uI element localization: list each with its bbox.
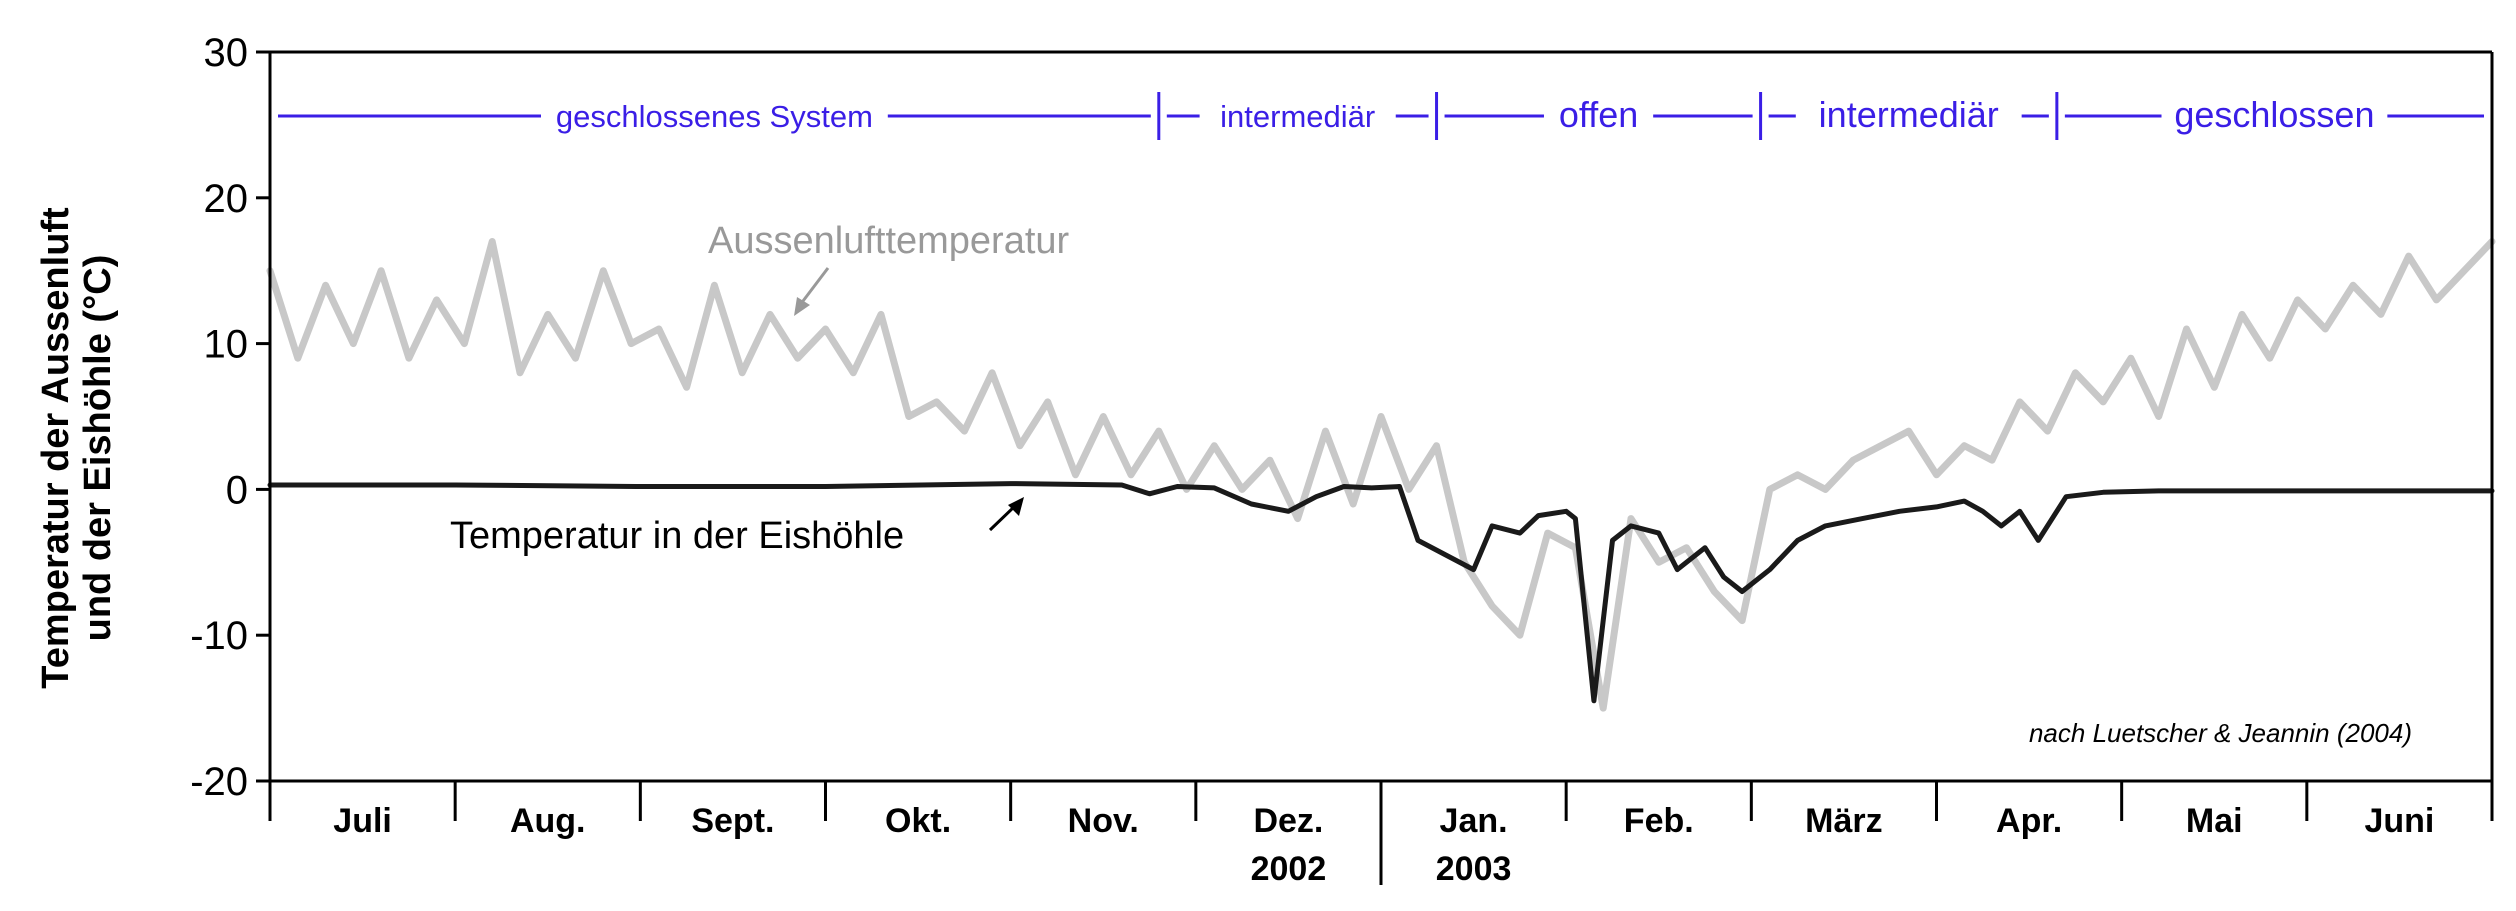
outer-series-arrow — [798, 267, 830, 306]
month-label: März — [1805, 802, 1882, 840]
y-tick-label: 30 — [204, 31, 249, 75]
phase-label: geschlossenes System — [556, 99, 873, 134]
month-label: Juni — [2364, 802, 2434, 840]
month-label: Jan. — [1440, 802, 1508, 840]
phase-label: offen — [1559, 94, 1638, 135]
inner-series-arrow — [988, 504, 1017, 532]
month-label: Juli — [333, 802, 392, 840]
y-axis-title: Temperatur der Aussenluft und der Eishöh… — [35, 207, 119, 689]
y-axis-title-line-2: und der Eishöhle (°C) — [77, 255, 119, 642]
phase-label: intermediär — [1220, 99, 1375, 134]
axes-layer: 30 20 10 0 -10 -20 — [190, 31, 2494, 804]
month-label: Aug. — [510, 802, 586, 840]
inner-series-arrow-head — [1008, 497, 1024, 516]
y-tick-label: 10 — [204, 323, 249, 367]
series-line-eishoehle — [267, 481, 2495, 704]
month-axis: Juli Aug. Sept. Okt. Nov. Dez. Jan. Feb. März Apr… — [268, 781, 2494, 888]
month-label: Nov. — [1068, 802, 1139, 840]
series-line-aussenluft — [266, 238, 2496, 712]
year-label: 2003 — [1436, 850, 1512, 888]
outer-series-label: Aussenlufttemperatur — [708, 220, 1070, 262]
outer-series-arrow-head — [794, 297, 810, 316]
y-tick-label: 0 — [226, 468, 248, 512]
month-label: Feb. — [1624, 802, 1694, 840]
month-label: Mai — [2186, 802, 2243, 840]
year-label: 2002 — [1251, 850, 1327, 888]
inner-series-label: Temperatur in der Eishöhle — [450, 515, 904, 557]
phase-bar: geschlossenes System intermediär offen inte… — [278, 92, 2484, 140]
y-axis-title-line-1: Temperatur der Aussenluft — [35, 207, 77, 689]
phase-label: geschlossen — [2174, 94, 2374, 135]
y-tick-label: -20 — [190, 760, 248, 804]
month-label: Dez. — [1253, 802, 1323, 840]
month-label: Sept. — [691, 802, 774, 840]
series-layer — [266, 238, 2496, 712]
y-tick-label: -10 — [190, 614, 248, 658]
month-label: Okt. — [885, 802, 951, 840]
phase-label: intermediär — [1819, 94, 1999, 135]
month-label: Apr. — [1996, 802, 2062, 840]
y-tick-label: 20 — [204, 177, 249, 221]
source-note: nach Luetscher & Jeannin (2004) — [2029, 718, 2412, 748]
